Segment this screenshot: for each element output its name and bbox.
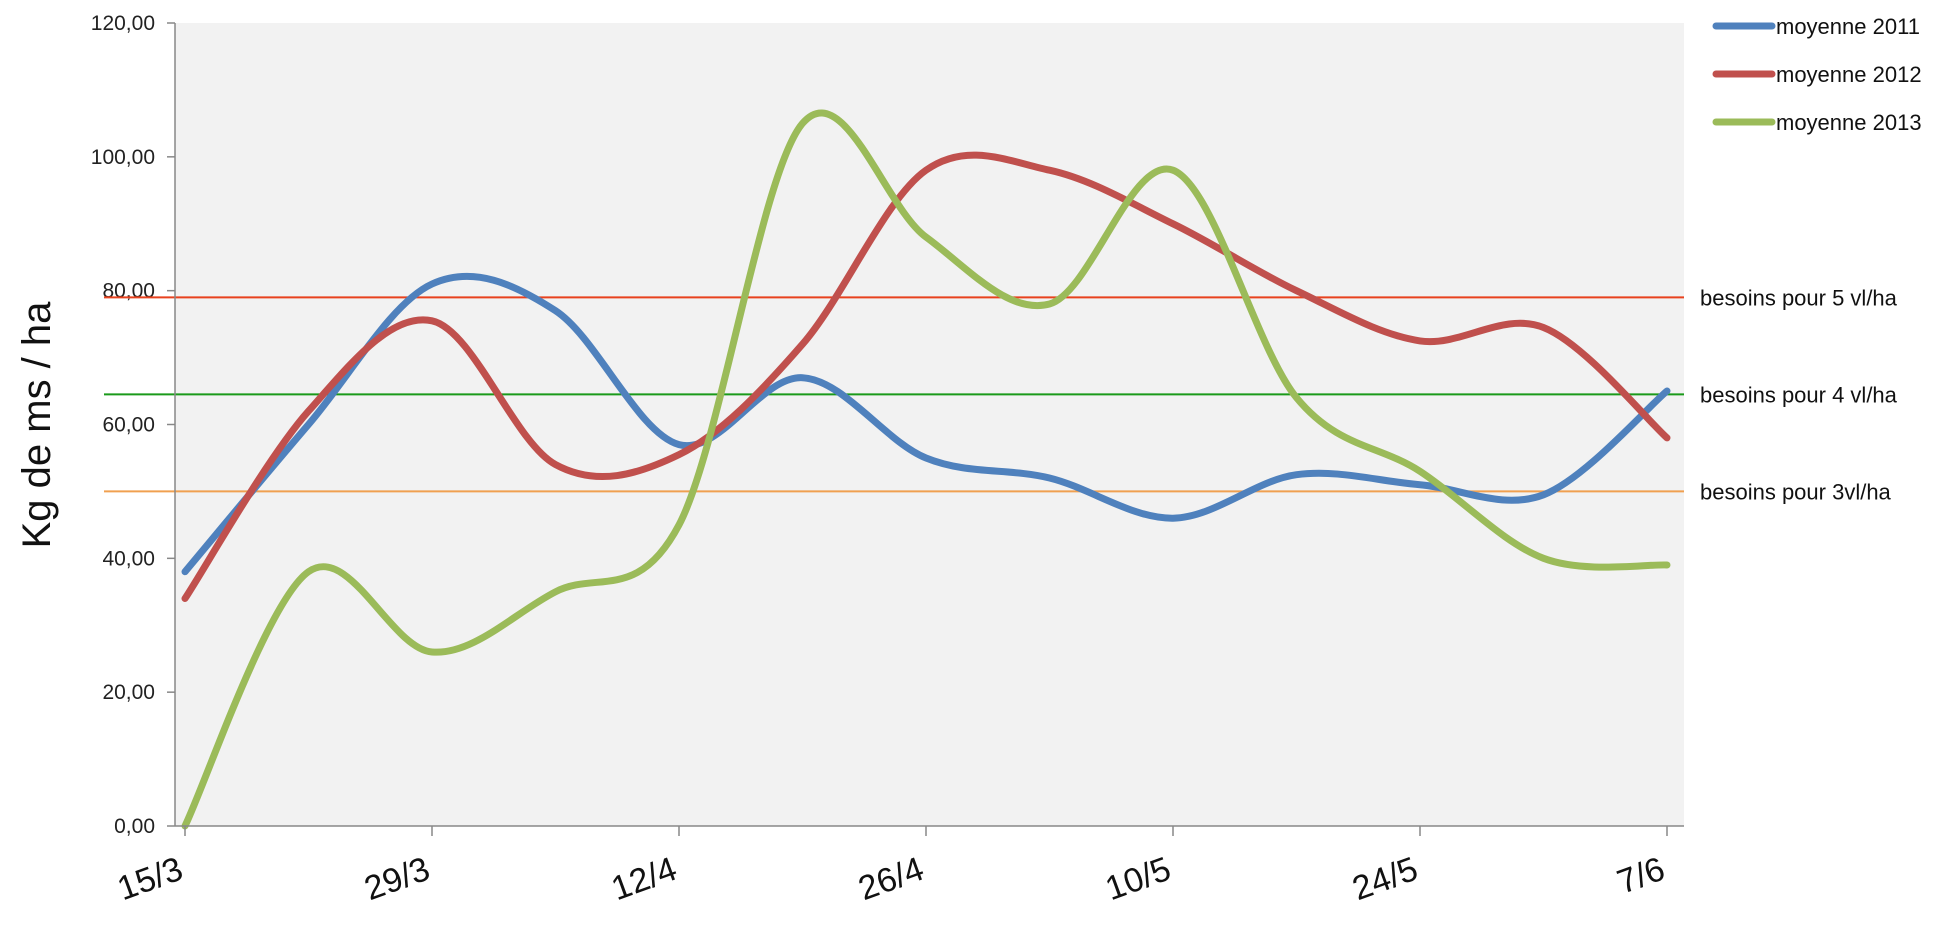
x-tick-label: 26/4 bbox=[854, 850, 929, 908]
x-tick-label: 15/3 bbox=[113, 850, 188, 908]
x-tick-label: 24/5 bbox=[1348, 850, 1423, 908]
x-tick-label: 12/4 bbox=[607, 850, 682, 908]
x-tick-label: 29/3 bbox=[360, 850, 435, 908]
reference-lines bbox=[104, 296, 1684, 493]
reference-line-label: besoins pour 5 vl/ha bbox=[1700, 285, 1898, 310]
legend-label: moyenne 2011 bbox=[1776, 14, 1920, 39]
x-tick-label: 10/5 bbox=[1101, 850, 1176, 908]
y-tick-label: 60,00 bbox=[102, 414, 155, 437]
reference-line-label: besoins pour 3vl/ha bbox=[1700, 479, 1892, 504]
y-axis-label: Kg de ms / ha bbox=[15, 301, 59, 549]
legend-label: moyenne 2013 bbox=[1776, 110, 1922, 135]
y-tick-label: 80,00 bbox=[102, 280, 155, 303]
legend-label: moyenne 2012 bbox=[1776, 62, 1922, 87]
x-axis-ticks: 15/3 29/3 12/4 26/4 10/5 24/5 7/6 bbox=[113, 826, 1670, 908]
reference-line-label: besoins pour 4 vl/ha bbox=[1700, 382, 1898, 407]
x-tick-label: 7/6 bbox=[1612, 850, 1669, 902]
y-tick-label: 120,00 bbox=[91, 12, 155, 35]
y-axis-ticks: 0,00 20,00 40,00 60,00 80,00 100,00 120,00 bbox=[91, 12, 175, 838]
y-tick-label: 40,00 bbox=[102, 547, 155, 570]
y-tick-label: 100,00 bbox=[91, 146, 155, 169]
reference-line-labels: besoins pour 5 vl/ha besoins pour 4 vl/ha… bbox=[1700, 285, 1898, 504]
data-series bbox=[181, 109, 1671, 830]
y-tick-label: 0,00 bbox=[114, 815, 155, 838]
series-line-2 bbox=[181, 151, 1671, 602]
series-line-1 bbox=[181, 272, 1671, 576]
y-tick-label: 20,00 bbox=[102, 681, 155, 704]
plot-area bbox=[175, 23, 1684, 826]
legend: moyenne 2011 moyenne 2012 moyenne 2013 bbox=[1712, 14, 1922, 135]
series-line-3 bbox=[181, 109, 1671, 830]
